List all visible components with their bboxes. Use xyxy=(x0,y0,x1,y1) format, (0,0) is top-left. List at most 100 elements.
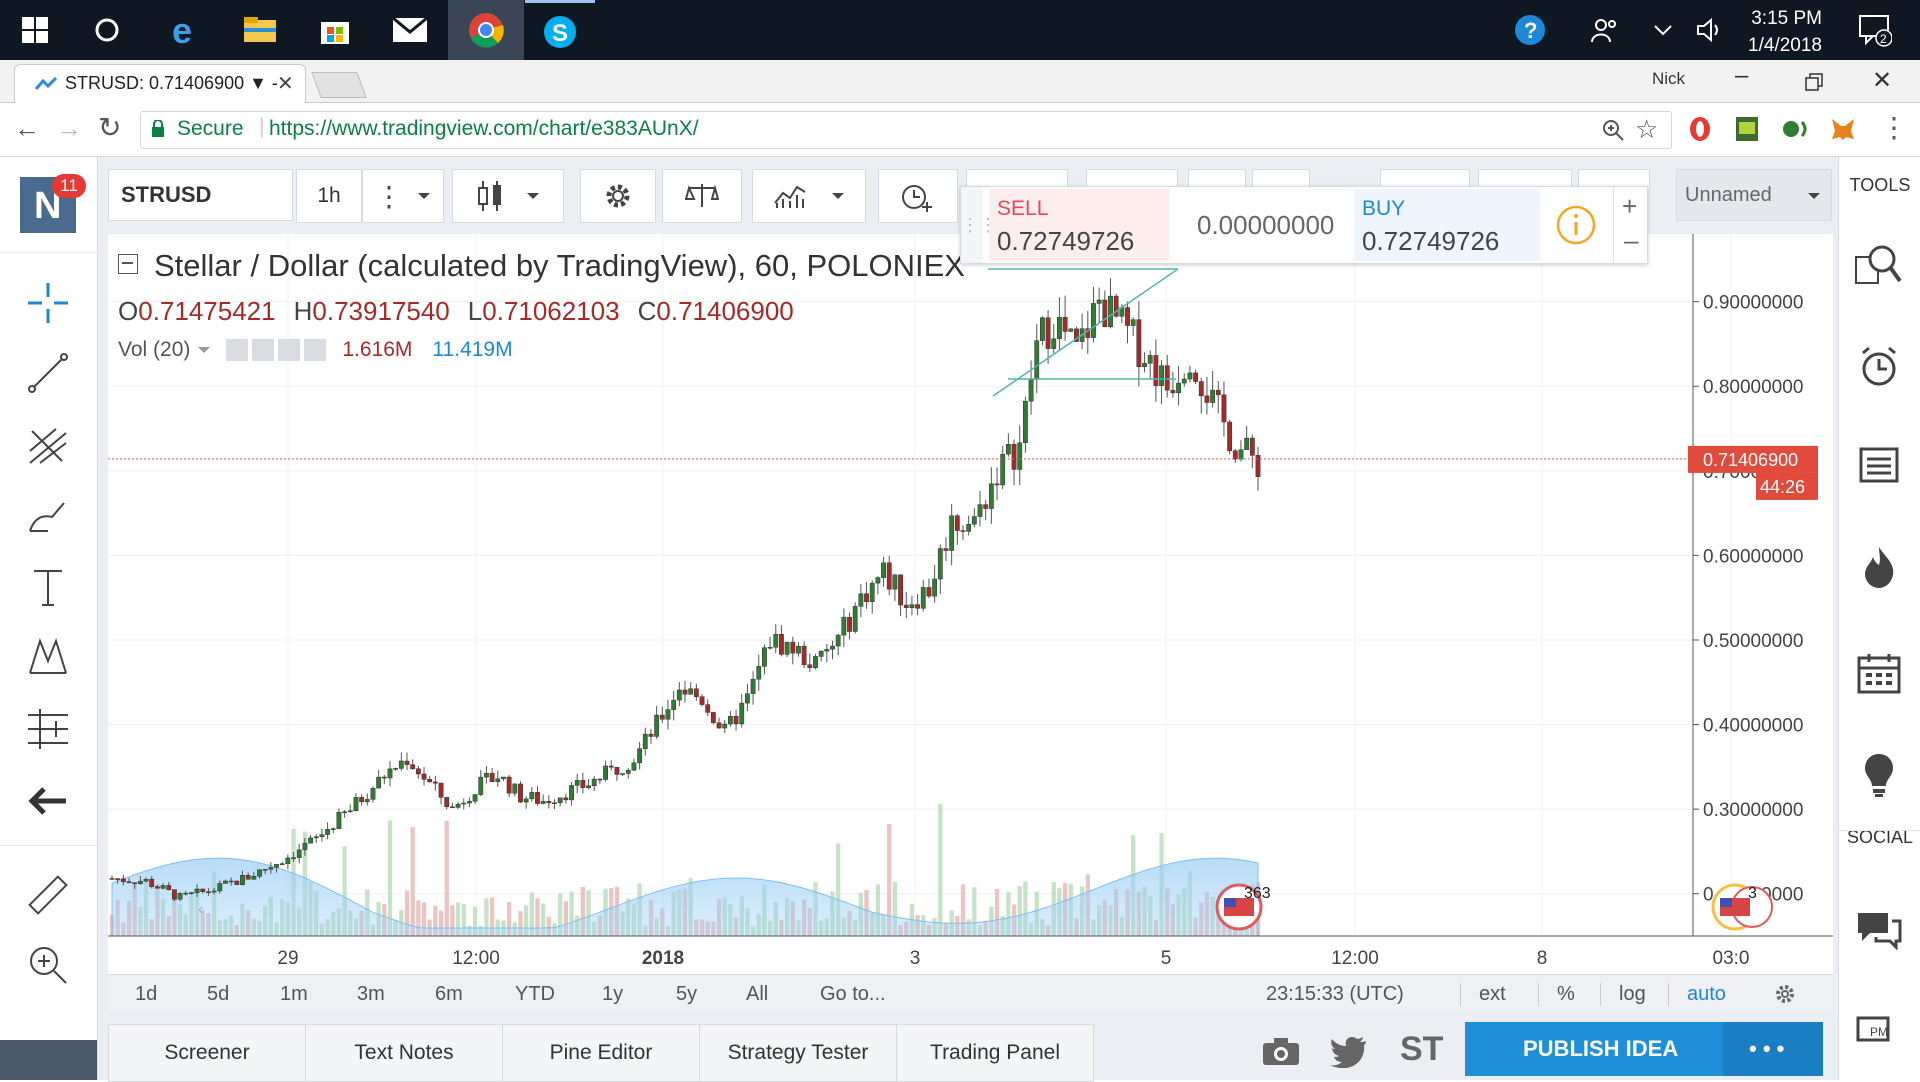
url-text[interactable]: https://www.tradingview.com/chart/e383AU… xyxy=(269,117,699,140)
undo-button[interactable] xyxy=(1086,169,1178,190)
economic-events-marker-left[interactable]: 363 xyxy=(1215,883,1271,931)
windows-start-icon[interactable] xyxy=(0,0,70,60)
fullscreen-button[interactable] xyxy=(1188,169,1246,190)
skype-icon[interactable]: S xyxy=(525,0,595,60)
range-button-all[interactable]: All xyxy=(746,983,769,1005)
ideas-lightbulb-icon[interactable] xyxy=(1838,750,1920,800)
bookmark-star-icon[interactable]: ☆ xyxy=(1635,114,1659,144)
alert-button[interactable] xyxy=(878,169,958,223)
calendar-top-button[interactable] xyxy=(1578,169,1650,190)
people-icon[interactable] xyxy=(1580,0,1630,60)
ruler-tool-icon[interactable] xyxy=(18,870,78,920)
percent-scale-toggle[interactable]: % xyxy=(1538,983,1575,1006)
alarm-clock-icon[interactable] xyxy=(1838,342,1920,392)
quantity-stepper[interactable]: + – xyxy=(1613,187,1648,263)
remove-icon[interactable] xyxy=(304,339,327,361)
edge-icon[interactable]: e xyxy=(150,0,220,60)
mail-icon[interactable] xyxy=(375,0,445,60)
chrome-icon[interactable] xyxy=(448,0,524,63)
file-explorer-icon[interactable] xyxy=(225,0,295,60)
add-icon[interactable] xyxy=(278,339,301,361)
new-tab-button[interactable] xyxy=(311,72,367,98)
extended-hours-toggle[interactable]: ext xyxy=(1460,983,1506,1006)
hotlist-button[interactable] xyxy=(1478,169,1572,190)
goto-date-button[interactable]: Go to... xyxy=(820,983,886,1005)
collapse-legend-icon[interactable] xyxy=(118,254,138,274)
layout-menu[interactable]: Unnamed xyxy=(1676,169,1832,221)
panel-tab-pine-editor[interactable]: Pine Editor xyxy=(502,1024,700,1082)
window-close-icon[interactable]: ✕ xyxy=(1872,67,1893,94)
range-button-1d[interactable]: 1d xyxy=(135,983,158,1005)
pitchfork-tool-icon[interactable] xyxy=(18,420,78,470)
indicators-button[interactable] xyxy=(752,169,866,223)
omnibox[interactable]: Secure | https://www.tradingview.com/cha… xyxy=(140,111,1672,149)
back-icon[interactable]: ← xyxy=(14,113,40,143)
extension-toggle-icon[interactable] xyxy=(1782,118,1810,140)
plus-icon[interactable]: + xyxy=(1622,191,1638,221)
panel-tab-strategy-tester[interactable]: Strategy Tester xyxy=(699,1024,897,1082)
help-icon[interactable]: ? xyxy=(1505,0,1555,60)
auto-scale-toggle[interactable]: auto xyxy=(1668,983,1726,1006)
eye-icon[interactable] xyxy=(226,339,249,361)
snapshot-top-button[interactable] xyxy=(1252,169,1310,190)
range-button-3m[interactable]: 3m xyxy=(357,983,385,1005)
zoom-icon[interactable] xyxy=(1601,118,1625,142)
time-axis[interactable]: 29 12:00 2018 3 5 12:00 8 03:0 xyxy=(277,948,1749,969)
candles-style-button[interactable] xyxy=(452,169,564,223)
economic-events-marker-right[interactable]: 3 xyxy=(1711,883,1773,931)
gear-icon[interactable] xyxy=(1773,982,1797,1006)
chrome-menu-icon[interactable]: ⋮ xyxy=(1880,112,1908,143)
hide-toolbar-arrow-icon[interactable] xyxy=(18,776,78,826)
range-button-5d[interactable]: 5d xyxy=(207,983,230,1005)
system-clock[interactable]: 3:15 PM 1/4/2018 xyxy=(1748,5,1822,59)
zoom-in-tool-icon[interactable] xyxy=(18,940,78,990)
settings-icon[interactable] xyxy=(252,339,275,361)
trend-line-tool-icon[interactable] xyxy=(18,348,78,398)
metamask-fox-icon[interactable] xyxy=(1830,117,1856,141)
triangle-upper-line[interactable] xyxy=(992,268,1179,397)
private-messages-icon[interactable]: PM xyxy=(1838,1010,1920,1060)
utc-clock[interactable]: 23:15:33 (UTC) xyxy=(1266,983,1404,1005)
notifications-badge[interactable]: 11 xyxy=(52,174,86,198)
profile-name[interactable]: Nick xyxy=(1652,69,1686,88)
calendar-icon[interactable] xyxy=(1838,648,1920,698)
browser-tab-active[interactable]: STRUSD: 0.71406900 ▼ - ✕ xyxy=(14,64,306,103)
forward-icon[interactable]: → xyxy=(56,113,82,143)
volume-legend[interactable]: Vol (20) 1.616M 11.419M xyxy=(118,338,513,362)
info-icon[interactable] xyxy=(1556,205,1596,245)
extension-green-icon[interactable] xyxy=(1735,116,1759,142)
range-button-1y[interactable]: 1y xyxy=(602,983,624,1005)
range-button-5y[interactable]: 5y xyxy=(676,983,698,1005)
buy-button[interactable]: BUY 0.72749726 xyxy=(1354,189,1540,261)
panel-tab-text-notes[interactable]: Text Notes xyxy=(305,1024,503,1082)
chevron-up-icon[interactable] xyxy=(1638,0,1688,60)
window-restore-icon[interactable] xyxy=(1805,73,1823,91)
minus-icon[interactable]: – xyxy=(1624,225,1639,255)
log-scale-toggle[interactable]: log xyxy=(1600,983,1646,1006)
range-button-1m[interactable]: 1m xyxy=(280,983,308,1005)
chats-icon[interactable] xyxy=(1838,905,1920,955)
symbol-search-input[interactable]: STRUSD xyxy=(108,169,293,221)
news-search-icon[interactable] xyxy=(1838,240,1920,290)
collapse-tools-button[interactable] xyxy=(0,1040,97,1080)
price-axis[interactable]: 0.200000000.300000000.400000000.50000000… xyxy=(1693,293,1803,906)
hotlist-flame-icon[interactable] xyxy=(1838,542,1920,592)
brush-tool-icon[interactable] xyxy=(18,492,78,542)
price-chart[interactable]: 0.200000000.300000000.400000000.50000000… xyxy=(108,234,1833,974)
pattern-tool-icon[interactable] xyxy=(18,632,78,682)
camera-snapshot-icon[interactable] xyxy=(1262,1036,1300,1066)
chart-settings-button[interactable] xyxy=(580,169,656,223)
window-minimize-icon[interactable]: – xyxy=(1735,62,1749,89)
notifications-icon[interactable]: 2 xyxy=(1845,0,1905,60)
sell-button[interactable]: SELL 0.72749726 xyxy=(989,189,1169,261)
range-button-ytd[interactable]: YTD xyxy=(515,983,555,1005)
replay-button[interactable] xyxy=(966,169,1068,190)
store-icon[interactable] xyxy=(300,0,370,60)
opera-extension-icon[interactable] xyxy=(1688,116,1712,142)
interval-button[interactable]: 1h xyxy=(296,169,362,223)
panel-tab-trading-panel[interactable]: Trading Panel xyxy=(896,1024,1094,1082)
tab-close-icon[interactable]: ✕ xyxy=(277,73,294,95)
crosshair-tool-icon[interactable] xyxy=(18,278,78,328)
text-tool-icon[interactable] xyxy=(18,562,78,612)
watchlist-icon[interactable] xyxy=(1838,440,1920,490)
